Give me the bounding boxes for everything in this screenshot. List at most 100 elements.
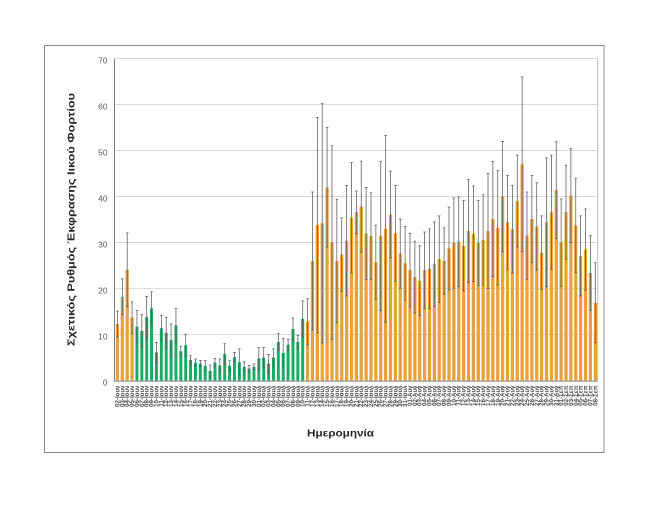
svg-text:07-Ιουν: 07-Ιουν bbox=[139, 385, 146, 407]
svg-text:28-Ιουν: 28-Ιουν bbox=[241, 385, 248, 407]
svg-text:06-Σεπ: 06-Σεπ bbox=[583, 385, 590, 406]
svg-text:21-Ιουν: 21-Ιουν bbox=[207, 385, 214, 407]
svg-text:30-Αυγ: 30-Αυγ bbox=[548, 385, 555, 406]
svg-text:30-Ιουλ: 30-Ιουλ bbox=[397, 385, 404, 407]
svg-text:18-Αυγ: 18-Αυγ bbox=[490, 385, 497, 406]
svg-text:21-Ιουλ: 21-Ιουλ bbox=[353, 385, 360, 407]
svg-text:Σχετικός Ρυθμός Έκφρασης Ιικού: Σχετικός Ρυθμός Έκφρασης Ιικού Φορτίου bbox=[66, 93, 78, 346]
svg-text:03-Ιουν: 03-Ιουν bbox=[119, 385, 126, 407]
svg-text:05-Αυγ: 05-Αυγ bbox=[426, 385, 433, 406]
svg-text:20-Ιουν: 20-Ιουν bbox=[202, 385, 209, 407]
svg-text:17-Ιουν: 17-Ιουν bbox=[188, 385, 195, 407]
svg-text:15-Ιουλ: 15-Ιουλ bbox=[324, 385, 331, 407]
svg-text:08-Ιουν: 08-Ιουν bbox=[144, 385, 151, 407]
svg-text:11-Ιουλ: 11-Ιουλ bbox=[305, 385, 312, 407]
svg-text:11-Αυγ: 11-Αυγ bbox=[456, 385, 463, 406]
svg-text:25-Ιουλ: 25-Ιουλ bbox=[373, 385, 380, 407]
svg-text:01-Αυγ: 01-Αυγ bbox=[407, 385, 414, 406]
svg-text:13-Ιουν: 13-Ιουν bbox=[168, 385, 175, 407]
svg-text:05-Ιουν: 05-Ιουν bbox=[129, 385, 136, 407]
svg-text:16-Αυγ: 16-Αυγ bbox=[480, 385, 487, 406]
svg-text:28-Ιουλ: 28-Ιουλ bbox=[387, 385, 394, 407]
svg-text:10-Αυγ: 10-Αυγ bbox=[451, 385, 458, 406]
svg-text:29-Ιουν: 29-Ιουν bbox=[246, 385, 253, 407]
svg-text:30: 30 bbox=[98, 239, 108, 249]
svg-text:08-Αυγ: 08-Αυγ bbox=[441, 385, 448, 406]
svg-text:12-Αυγ: 12-Αυγ bbox=[461, 385, 468, 406]
svg-text:06-Ιουν: 06-Ιουν bbox=[134, 385, 141, 407]
svg-text:22-Ιουλ: 22-Ιουλ bbox=[358, 385, 365, 407]
svg-text:10-Ιουν: 10-Ιουν bbox=[153, 385, 160, 407]
svg-text:24-Ιουλ: 24-Ιουλ bbox=[368, 385, 375, 407]
svg-text:Ημερομηνία: Ημερομηνία bbox=[307, 428, 375, 440]
svg-text:27-Ιουν: 27-Ιουν bbox=[236, 385, 243, 407]
svg-text:08-Σεπ: 08-Σεπ bbox=[592, 385, 599, 406]
svg-text:04-Ιουλ: 04-Ιουλ bbox=[270, 385, 277, 407]
svg-text:17-Αυγ: 17-Αυγ bbox=[485, 385, 492, 406]
svg-text:19-Ιουλ: 19-Ιουλ bbox=[344, 385, 351, 407]
svg-text:23-Ιουν: 23-Ιουν bbox=[217, 385, 224, 407]
svg-text:19-Αυγ: 19-Αυγ bbox=[495, 385, 502, 406]
svg-text:05-Σεπ: 05-Σεπ bbox=[578, 385, 585, 406]
svg-text:07-Ιουλ: 07-Ιουλ bbox=[285, 385, 292, 407]
svg-text:30-Ιουν: 30-Ιουν bbox=[251, 385, 258, 407]
svg-text:50: 50 bbox=[98, 147, 108, 157]
svg-text:01-Ιουλ: 01-Ιουλ bbox=[256, 385, 263, 407]
svg-text:24-Αυγ: 24-Αυγ bbox=[519, 385, 526, 406]
svg-text:02-Ιουλ: 02-Ιουλ bbox=[261, 385, 268, 407]
svg-text:40: 40 bbox=[98, 193, 108, 203]
svg-text:07-Σεπ: 07-Σεπ bbox=[587, 385, 594, 406]
svg-text:26-Ιουν: 26-Ιουν bbox=[231, 385, 238, 407]
svg-text:23-Αυγ: 23-Αυγ bbox=[514, 385, 521, 406]
svg-text:17-Ιουλ: 17-Ιουλ bbox=[334, 385, 341, 407]
svg-text:31-Ιουλ: 31-Ιουλ bbox=[402, 385, 409, 407]
svg-text:04-Ιουν: 04-Ιουν bbox=[124, 385, 131, 407]
svg-text:06-Αυγ: 06-Αυγ bbox=[431, 385, 438, 406]
svg-text:24-Ιουν: 24-Ιουν bbox=[222, 385, 229, 407]
svg-text:15-Αυγ: 15-Αυγ bbox=[475, 385, 482, 406]
svg-text:16-Ιουν: 16-Ιουν bbox=[183, 385, 190, 407]
svg-text:12-Ιουν: 12-Ιουν bbox=[163, 385, 170, 407]
svg-text:21-Αυγ: 21-Αυγ bbox=[505, 385, 512, 406]
svg-text:22-Αυγ: 22-Αυγ bbox=[509, 385, 516, 406]
svg-text:14-Αυγ: 14-Αυγ bbox=[470, 385, 477, 406]
svg-text:20-Αυγ: 20-Αυγ bbox=[500, 385, 507, 406]
svg-text:18-Ιουν: 18-Ιουν bbox=[192, 385, 199, 407]
svg-text:60: 60 bbox=[98, 101, 108, 111]
svg-text:14-Ιουλ: 14-Ιουλ bbox=[319, 385, 326, 407]
svg-text:05-Ιουλ: 05-Ιουλ bbox=[275, 385, 282, 407]
svg-text:20-Ιουλ: 20-Ιουλ bbox=[348, 385, 355, 407]
svg-text:28-Αυγ: 28-Αυγ bbox=[539, 385, 546, 406]
svg-text:03-Σεπ: 03-Σεπ bbox=[568, 385, 575, 406]
svg-text:18-Ιουλ: 18-Ιουλ bbox=[339, 385, 346, 407]
svg-text:02-Σεπ: 02-Σεπ bbox=[563, 385, 570, 406]
svg-text:04-Σεπ: 04-Σεπ bbox=[573, 385, 580, 406]
svg-text:11-Ιουν: 11-Ιουν bbox=[158, 385, 165, 407]
svg-text:31-Αυγ: 31-Αυγ bbox=[553, 385, 560, 406]
svg-text:10: 10 bbox=[98, 331, 108, 341]
svg-text:22-Ιουν: 22-Ιουν bbox=[212, 385, 219, 407]
svg-text:09-Ιουν: 09-Ιουν bbox=[149, 385, 156, 407]
svg-text:08-Ιουλ: 08-Ιουλ bbox=[290, 385, 297, 407]
svg-text:20: 20 bbox=[98, 285, 108, 295]
svg-text:27-Αυγ: 27-Αυγ bbox=[534, 385, 541, 406]
svg-text:14-Ιουν: 14-Ιουν bbox=[173, 385, 180, 407]
svg-text:25-Ιουν: 25-Ιουν bbox=[227, 385, 234, 407]
svg-text:04-Αυγ: 04-Αυγ bbox=[422, 385, 429, 406]
svg-text:03-Ιουλ: 03-Ιουλ bbox=[266, 385, 273, 407]
svg-text:70: 70 bbox=[98, 55, 108, 65]
svg-text:10-Ιουλ: 10-Ιουλ bbox=[300, 385, 307, 407]
svg-text:26-Ιουλ: 26-Ιουλ bbox=[378, 385, 385, 407]
svg-text:03-Αυγ: 03-Αυγ bbox=[417, 385, 424, 406]
svg-text:0: 0 bbox=[103, 378, 108, 388]
svg-text:23-Ιουλ: 23-Ιουλ bbox=[363, 385, 370, 407]
svg-text:02-Ιουν: 02-Ιουν bbox=[114, 385, 121, 407]
svg-text:16-Ιουλ: 16-Ιουλ bbox=[329, 385, 336, 407]
svg-text:26-Αυγ: 26-Αυγ bbox=[529, 385, 536, 406]
svg-text:19-Ιουν: 19-Ιουν bbox=[197, 385, 204, 407]
svg-text:06-Ιουλ: 06-Ιουλ bbox=[280, 385, 287, 407]
svg-text:29-Αυγ: 29-Αυγ bbox=[544, 385, 551, 406]
svg-text:15-Ιουν: 15-Ιουν bbox=[178, 385, 185, 407]
svg-text:09-Ιουλ: 09-Ιουλ bbox=[295, 385, 302, 407]
svg-text:12-Ιουλ: 12-Ιουλ bbox=[309, 385, 316, 407]
